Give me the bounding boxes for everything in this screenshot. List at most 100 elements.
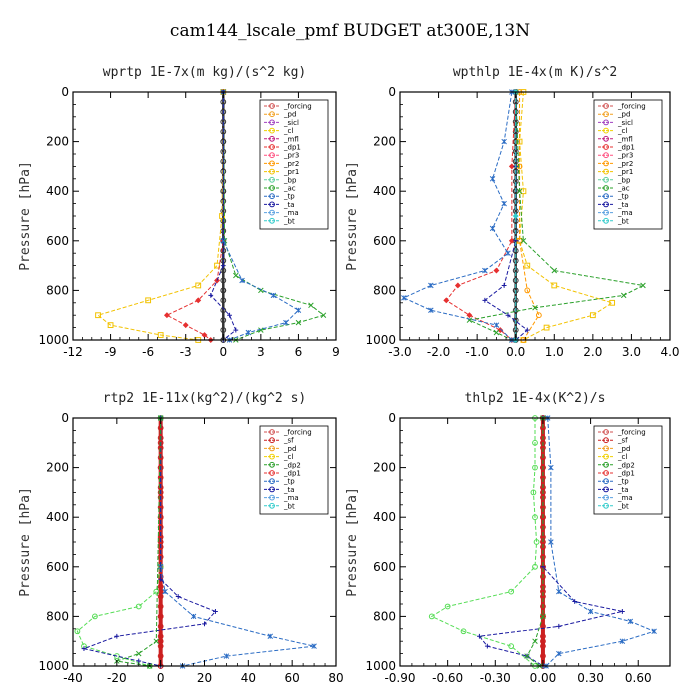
data-point_forcing (157, 623, 164, 630)
legend-marker (603, 478, 609, 485)
data-point_forcing (157, 603, 164, 610)
data-point_ta (505, 312, 511, 318)
data-point_dp2 (540, 613, 546, 620)
data-point_tp (489, 225, 496, 232)
data-point_tp (270, 292, 277, 299)
legend: _forcing_pd_sicl_cl_mfl_dp1_pr3_pr2_pr1_… (593, 99, 663, 230)
data-point_ta (482, 297, 488, 303)
legend-entry: _sf (283, 437, 294, 445)
data-point_pr1 (157, 332, 164, 338)
legend-entry: _dp1 (283, 470, 301, 478)
data-point_ac (520, 238, 527, 244)
legend-box (593, 99, 663, 230)
legend-marker (269, 119, 275, 126)
legend-marker (269, 429, 275, 435)
x-tick-label: -40 (63, 671, 83, 685)
data-point_tp (223, 653, 230, 659)
panel-thlp2: thlp2 1E-4x(K^2)/s Pressure [hPa] -0.90 -0.… (345, 391, 671, 685)
x-tick-label: 60 (285, 671, 300, 685)
data-point_forcing (220, 317, 227, 324)
legend-entry: _cl (617, 453, 627, 461)
legend-marker (603, 217, 609, 224)
data-point_ta (202, 621, 207, 627)
data-point_tp (245, 329, 252, 336)
x-tick-label: -3.0 (388, 345, 411, 359)
x-tick-label: -3 (180, 345, 192, 359)
x-tick-label: 4.0 (660, 345, 679, 359)
y-tick-label: 0 (61, 85, 69, 99)
data-point_dp1 (508, 643, 515, 650)
x-tick-label: 6 (295, 345, 303, 359)
x-tick-label: -12 (63, 345, 83, 359)
x-tick-label: -20 (107, 671, 127, 685)
data-point_tp (556, 650, 562, 657)
data-point_tp (162, 588, 168, 595)
legend-marker (269, 193, 275, 200)
data-point_pr1 (107, 322, 114, 329)
x-tick-label: 3.0 (622, 345, 641, 359)
legend-marker (603, 470, 609, 476)
data-point_dp1 (135, 603, 142, 610)
data-point_ac (516, 188, 523, 194)
legend-marker (603, 160, 609, 167)
data-point_ta (227, 312, 232, 318)
data-point_forcing (540, 643, 546, 650)
data-point_dp1 (532, 514, 538, 521)
series-line_tp (402, 91, 513, 341)
data-point_pr1 (543, 324, 550, 331)
legend-marker (269, 209, 275, 216)
x-tick-label: 20 (197, 671, 212, 685)
legend-entry: _sicl (283, 119, 299, 127)
data-point_pr1 (195, 282, 202, 289)
data-point_forcing (157, 633, 164, 640)
legend-marker (269, 185, 275, 191)
y-tick-label: 1000 (365, 333, 396, 347)
data-point_pr1 (219, 213, 225, 219)
x-tick-label: 0.60 (625, 671, 652, 685)
data-point_tp (311, 643, 317, 649)
data-point_dp1 (182, 322, 189, 329)
legend-marker (269, 127, 275, 134)
data-point_forcing (157, 613, 164, 620)
legend-entry: _ta (617, 486, 629, 494)
y-axis-label: Pressure [hPa] (345, 487, 360, 597)
legend-marker (603, 135, 609, 142)
legend-entry: _pr2 (283, 160, 299, 168)
data-point_dp1 (163, 312, 170, 319)
data-point_ac (493, 329, 500, 336)
legend-marker (269, 111, 275, 118)
data-point_ta (556, 623, 562, 629)
data-point_dp2 (153, 638, 160, 644)
y-tick-label: 400 (373, 510, 396, 524)
x-tick-label: -6 (142, 345, 154, 359)
panel-rtp2: rtp2 1E-11x(kg^2)/(kg^2 s) Pressure [hPa]… (18, 391, 344, 685)
series-line_pr1 (96, 91, 224, 341)
data-point_forcing (540, 653, 546, 659)
data-point_ac (640, 282, 646, 289)
data-point_ta (477, 633, 482, 639)
series-line_dp1 (430, 418, 538, 667)
legend-entry: _sf (617, 437, 628, 445)
panel-title: wprtp 1E-7x(m kg)/(s^2 kg) (103, 65, 307, 80)
legend-marker (603, 209, 609, 216)
legend-entry: _mfl (283, 135, 299, 143)
y-axis-label: Pressure [hPa] (18, 161, 33, 271)
x-tick-label: 0.0 (506, 345, 525, 359)
legend-marker (269, 168, 275, 175)
legend-entry: _pd (283, 445, 296, 453)
data-point_tp (619, 638, 626, 644)
legend-entry: _bt (617, 217, 629, 225)
legend-entry: _tp (617, 478, 629, 486)
legend-marker (269, 437, 275, 444)
data-point_ac (295, 319, 302, 326)
data-point_tp (501, 200, 507, 207)
legend-marker (269, 176, 275, 183)
data-point_tp (548, 539, 554, 545)
data-point_forcing (220, 108, 227, 115)
y-tick-label: 600 (373, 560, 396, 574)
legend-marker (603, 445, 609, 452)
legend-marker (603, 127, 609, 134)
data-point_ac (532, 305, 538, 311)
legend-entry: _tp (283, 478, 295, 486)
legend-entry: _pr3 (283, 152, 299, 160)
